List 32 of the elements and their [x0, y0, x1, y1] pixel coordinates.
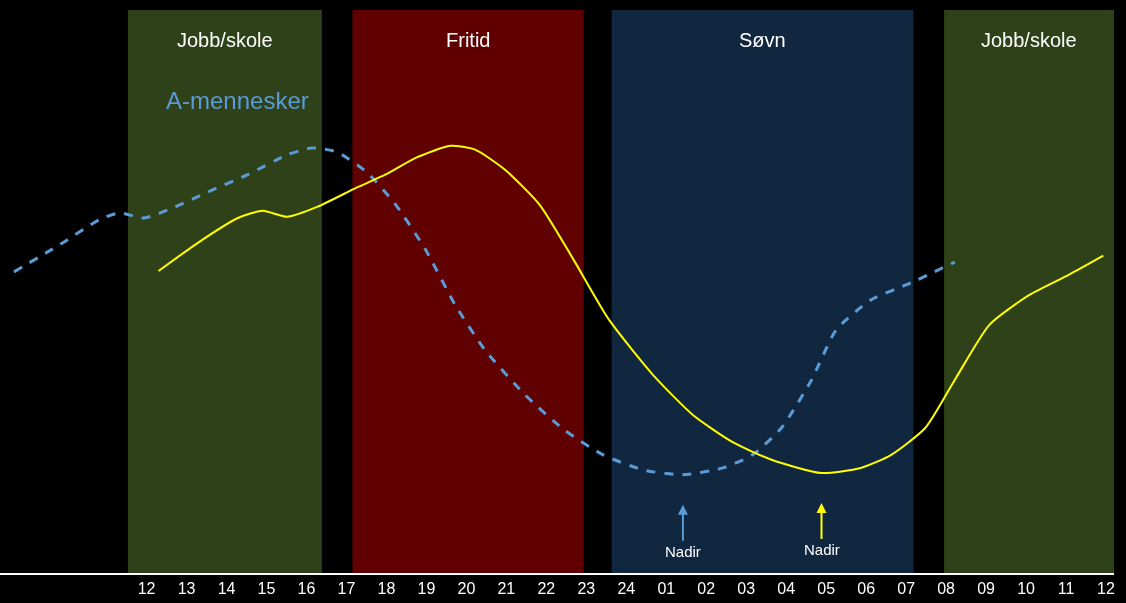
x-tick-label: 01: [657, 580, 676, 598]
x-tick-label: 19: [417, 580, 436, 598]
x-tick-label: 15: [257, 580, 276, 598]
x-tick-label: 11: [1057, 580, 1075, 598]
x-tick-label: 08: [937, 580, 956, 598]
x-tick-label: 17: [337, 580, 356, 598]
x-tick-label: 21: [497, 580, 516, 598]
x-tick-label: 22: [537, 580, 556, 598]
x-tick-label: 16: [297, 580, 316, 598]
annotation: Nadir: [665, 543, 701, 560]
x-tick-label: 24: [617, 580, 636, 598]
x-tick-label: 02: [697, 580, 716, 598]
x-tick-label: 20: [457, 580, 476, 598]
x-tick-label: 14: [217, 580, 236, 598]
x-tick-label: 13: [177, 580, 196, 598]
annotation: Nadir: [804, 541, 840, 558]
x-tick-label: 03: [737, 580, 756, 598]
x-tick-label: 10: [1017, 580, 1036, 598]
x-tick-label: 09: [977, 580, 996, 598]
x-tick-label: 07: [897, 580, 916, 598]
band-label: Jobb/skole: [981, 29, 1077, 51]
x-tick-label: 05: [817, 580, 836, 598]
x-tick-label: 18: [377, 580, 396, 598]
x-tick-label: 23: [577, 580, 596, 598]
band-label: Fritid: [446, 29, 491, 51]
x-tick-label: 06: [857, 580, 876, 598]
x-tick-label: 12: [1097, 580, 1115, 598]
series-label: A-mennesker: [166, 87, 309, 114]
band-label: Søvn: [739, 29, 786, 51]
x-tick-label: 12: [137, 580, 156, 598]
band-label: Jobb/skole: [177, 29, 273, 51]
x-tick-label: 04: [777, 580, 796, 598]
